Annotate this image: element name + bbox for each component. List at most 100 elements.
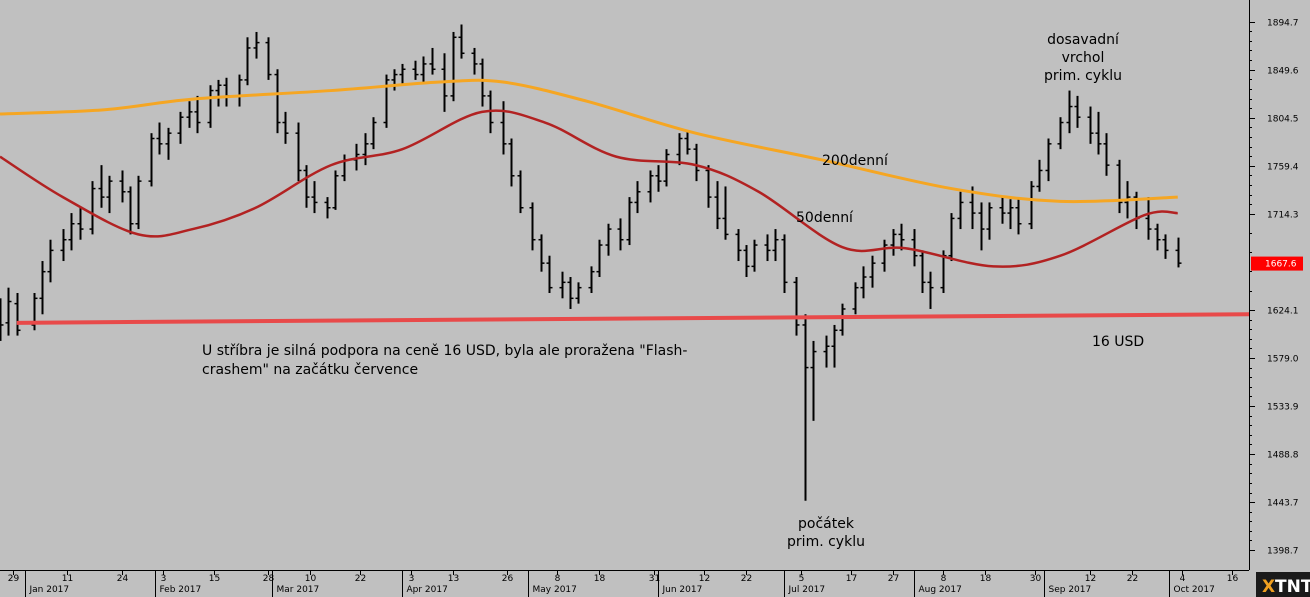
ohlc-bar bbox=[265, 37, 272, 80]
ohlc-bar bbox=[215, 79, 222, 107]
ohlc-bar bbox=[1057, 117, 1064, 150]
support-label: 16 USD bbox=[1092, 334, 1144, 350]
ohlc-bar bbox=[881, 239, 888, 272]
ohlc-bar bbox=[324, 197, 331, 219]
x-month-label: Mar 2017 bbox=[277, 585, 320, 595]
ohlc-bar bbox=[764, 234, 771, 262]
ohlc-bar bbox=[60, 229, 67, 262]
y-tick-label: 1533.9 bbox=[1267, 403, 1299, 413]
ohlc-bar bbox=[823, 335, 830, 368]
y-tick-label: 1488.8 bbox=[1267, 451, 1299, 461]
ohlc-bar bbox=[1087, 106, 1094, 144]
x-day-label: 5 bbox=[799, 574, 805, 584]
ohlc-bar bbox=[743, 245, 750, 278]
ohlc-bar bbox=[684, 131, 691, 155]
ohlc-bar bbox=[605, 223, 612, 256]
current-price-marker: 1667.6 bbox=[1251, 256, 1303, 271]
x-month-label: Oct 2017 bbox=[1174, 585, 1215, 595]
ohlc-bar bbox=[370, 117, 377, 150]
x-day-label: 31 bbox=[649, 574, 660, 584]
ohlc-bar bbox=[119, 170, 126, 203]
x-month-label: Apr 2017 bbox=[407, 585, 448, 595]
ohlc-bar bbox=[831, 324, 838, 368]
ohlc-bar bbox=[106, 175, 113, 214]
ohlc-bar bbox=[546, 255, 553, 293]
ma50-line bbox=[0, 109, 1178, 268]
ohlc-bar bbox=[332, 170, 339, 210]
x-day-label: 12 bbox=[1085, 574, 1096, 584]
logo-text: TNT bbox=[1275, 577, 1310, 597]
ohlc-bar bbox=[617, 218, 624, 251]
ohlc-bar bbox=[471, 47, 478, 75]
peak-note-line-1: dosavadní bbox=[1047, 32, 1120, 48]
note-line-1: U stříbra je silná podpora na ceně 16 US… bbox=[202, 343, 687, 359]
ohlc-bar bbox=[722, 186, 729, 240]
x-day-label: 30 bbox=[1030, 574, 1042, 584]
ohlc-bar bbox=[860, 266, 867, 299]
ohlc-bar bbox=[781, 234, 788, 293]
ohlc-bar bbox=[869, 255, 876, 288]
y-tick-label: 1398.7 bbox=[1267, 547, 1299, 557]
ohlc-bar bbox=[810, 340, 817, 421]
peak-note-line-3: prim. cyklu bbox=[1044, 68, 1122, 84]
ohlc-bar bbox=[647, 170, 654, 203]
ohlc-bar bbox=[567, 277, 574, 309]
ohlc-bar bbox=[399, 63, 406, 86]
x-day-label: 28 bbox=[263, 574, 275, 584]
ohlc-bar bbox=[194, 95, 201, 134]
x-month-label: Feb 2017 bbox=[160, 585, 202, 595]
x-axis: 29 11 24 3 15 28 10 22 3 13 26 8 18 31 12 22 5 17 27 8 18 30 1… bbox=[8, 570, 1238, 597]
x-day-label: 22 bbox=[355, 574, 366, 584]
ohlc-bar bbox=[186, 101, 193, 128]
x-month-label: Jun 2017 bbox=[662, 585, 703, 595]
x-month-label: Sep 2017 bbox=[1049, 585, 1092, 595]
x-day-label: 17 bbox=[846, 574, 857, 584]
x-month-label: Jul 2017 bbox=[788, 585, 826, 595]
ohlc-bar bbox=[420, 56, 427, 83]
ohlc-bar bbox=[802, 314, 809, 501]
y-axis-panel bbox=[1249, 0, 1310, 570]
y-axis: 1398.7 1443.7 1488.8 1533.9 1579.0 1624.1 1714… bbox=[1249, 19, 1303, 557]
ohlc-bar bbox=[1045, 138, 1052, 182]
ohlc-bar bbox=[772, 229, 779, 262]
ohlc-bar bbox=[735, 229, 742, 262]
ohlc-bar bbox=[89, 181, 96, 235]
ohlc-bar bbox=[927, 271, 934, 309]
ohlc-bar bbox=[1095, 111, 1102, 155]
ohlc-bar bbox=[1028, 181, 1035, 230]
ohlc-bar bbox=[978, 202, 985, 251]
ohlc-bar bbox=[1007, 199, 1014, 230]
x-month-label: Aug 2017 bbox=[919, 585, 962, 595]
ohlc-bar bbox=[282, 111, 289, 144]
x-day-label: 3 bbox=[409, 574, 415, 584]
ohlc-bar bbox=[957, 191, 964, 230]
note-line-2: crashem" na začátku července bbox=[202, 362, 418, 378]
ohlc-bar bbox=[626, 197, 633, 246]
ohlc-bar bbox=[1175, 237, 1182, 268]
ohlc-bar bbox=[575, 282, 582, 304]
ohlc-bar bbox=[165, 127, 172, 160]
x-day-label: 22 bbox=[741, 574, 752, 584]
x-month-label: May 2017 bbox=[533, 585, 577, 595]
ohlc-bar bbox=[244, 37, 251, 86]
ohlc-bar bbox=[148, 133, 155, 187]
x-day-label: 13 bbox=[448, 574, 459, 584]
ohlc-bar bbox=[538, 234, 545, 272]
ohlc-bar bbox=[714, 181, 721, 230]
ohlc-bar bbox=[693, 143, 700, 182]
support-line bbox=[16, 312, 1250, 325]
ohlc-bar bbox=[362, 133, 369, 166]
ohlc-bar bbox=[1074, 95, 1081, 128]
ohlc-bar bbox=[156, 122, 163, 155]
y-tick-label: 1579.0 bbox=[1267, 355, 1299, 365]
ohlc-bar bbox=[508, 138, 515, 187]
ohlc-bar bbox=[450, 31, 457, 102]
x-day-label: 24 bbox=[117, 574, 129, 584]
ma50-label: 50denní bbox=[796, 210, 854, 226]
ohlc-bar bbox=[986, 202, 993, 240]
x-day-label: 26 bbox=[502, 574, 514, 584]
peak-note-line-2: vrchol bbox=[1062, 50, 1105, 66]
ohlc-bar bbox=[0, 298, 4, 341]
